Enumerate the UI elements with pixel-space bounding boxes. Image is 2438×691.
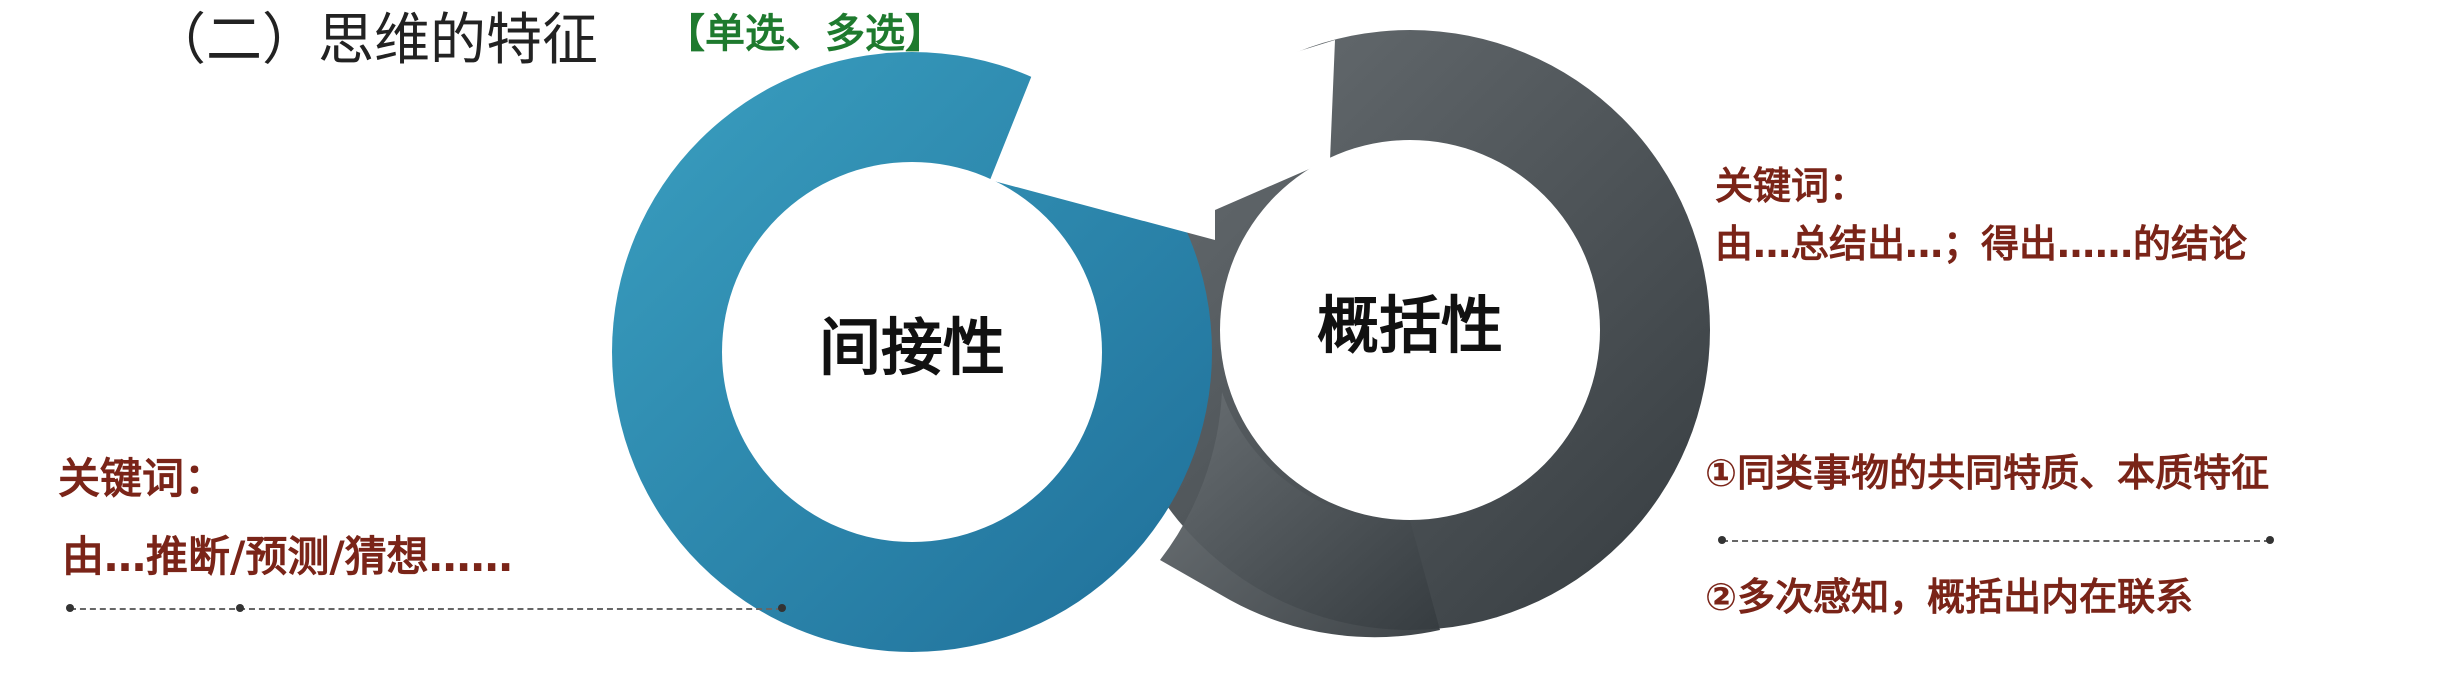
left-keywords-title: 关键词： — [58, 454, 227, 503]
right-keywords-title: 关键词： — [1715, 164, 1868, 208]
left-divider — [70, 608, 782, 610]
left-divider-dot — [236, 604, 244, 612]
question-type-tag: 【单选、多选】 — [665, 11, 945, 57]
right-divider-dot — [1718, 536, 1726, 544]
right-keyword-item: ②多次感知，概括出内在联系 — [1705, 575, 2194, 619]
left-divider-dot — [778, 604, 786, 612]
left-keywords-text: 由…推断/预测/猜想…… — [62, 532, 513, 581]
right-circle-label: 概括性 — [1317, 289, 1503, 362]
right-keywords-text: 由…总结出…；得出……的结论 — [1715, 222, 2248, 266]
left-circle-label: 间接性 — [819, 311, 1005, 384]
left-divider-dot — [66, 604, 74, 612]
right-divider — [1722, 540, 2270, 542]
right-divider-dot — [2266, 536, 2274, 544]
left-ring — [612, 52, 1215, 652]
right-keyword-item: ①同类事物的共同特质、本质特征 — [1705, 451, 2270, 495]
section-heading: （二）思维的特征 — [150, 8, 598, 73]
ring-overlap-arc — [1160, 392, 1440, 638]
